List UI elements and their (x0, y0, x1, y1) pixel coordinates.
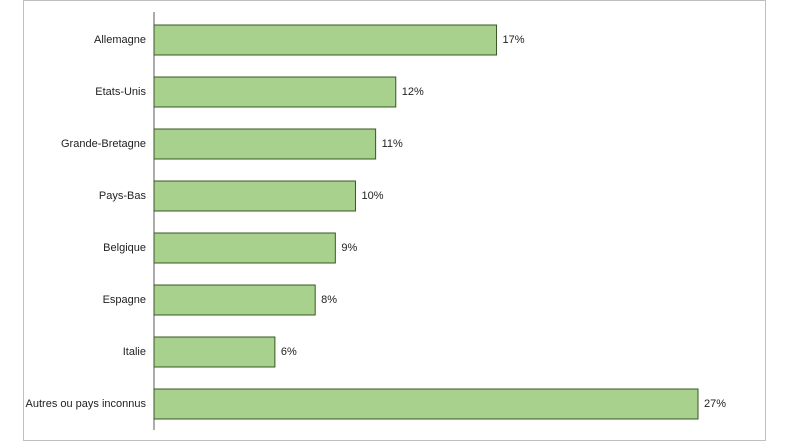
category-label: Etats-Unis (95, 86, 146, 98)
category-label: Belgique (103, 242, 146, 254)
bar (153, 24, 498, 56)
bar (153, 284, 316, 316)
bar (153, 76, 397, 108)
category-label: Italie (123, 346, 146, 358)
data-label: 27% (704, 398, 726, 410)
data-label: 9% (341, 242, 357, 254)
bar (153, 336, 276, 368)
bar (153, 232, 336, 264)
chart-border (23, 0, 766, 441)
data-label: 6% (281, 346, 297, 358)
bar (153, 180, 356, 212)
bar (153, 128, 377, 160)
data-label: 12% (402, 86, 424, 98)
bar (153, 388, 699, 420)
category-label: Autres ou pays inconnus (26, 398, 147, 410)
data-label: 8% (321, 294, 337, 306)
category-label: Allemagne (94, 34, 146, 46)
category-label: Grande-Bretagne (61, 138, 146, 150)
data-label: 10% (361, 190, 383, 202)
category-label: Pays-Bas (99, 190, 147, 202)
category-label: Espagne (103, 294, 146, 306)
data-label: 11% (382, 138, 403, 150)
data-label: 17% (503, 34, 525, 46)
